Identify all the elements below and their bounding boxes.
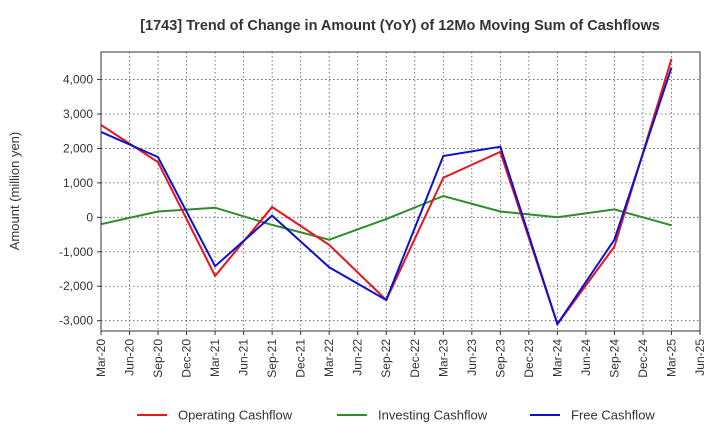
x-tick-label: Jun-24 xyxy=(579,339,593,376)
x-tick-label: Mar-21 xyxy=(208,339,222,377)
plot-border xyxy=(100,51,701,332)
x-tick-label: Jun-22 xyxy=(351,339,365,376)
x-tick-label: Mar-22 xyxy=(322,339,336,377)
x-tick-label: Mar-24 xyxy=(550,339,564,377)
x-tick-label: Dec-20 xyxy=(180,339,194,378)
y-tick-label: -3,000 xyxy=(59,314,93,328)
y-tick-label: 3,000 xyxy=(63,107,93,121)
plot-area xyxy=(100,51,701,332)
y-tick-label: -1,000 xyxy=(59,245,93,259)
x-tick-label: Mar-20 xyxy=(94,339,108,377)
chart-title: [1743] Trend of Change in Amount (YoY) o… xyxy=(140,18,660,34)
y-tick-label: 4,000 xyxy=(63,73,93,87)
x-tick-label: Dec-24 xyxy=(636,339,650,378)
y-tick-label: 2,000 xyxy=(63,141,93,155)
x-tick-label: Jun-25 xyxy=(693,339,707,376)
x-tick-label: Jun-23 xyxy=(465,339,479,376)
y-tick-label: 1,000 xyxy=(63,176,93,190)
x-tick-label: Jun-21 xyxy=(237,339,251,376)
x-tick-label: Jun-20 xyxy=(123,339,137,376)
x-tick-label: Sep-22 xyxy=(379,339,393,378)
x-tick-label: Dec-23 xyxy=(522,339,536,378)
legend-label-free-cashflow: Free Cashflow xyxy=(571,408,655,423)
x-tick-label: Mar-23 xyxy=(436,339,450,377)
x-tick-label: Sep-24 xyxy=(607,339,621,378)
legend: Operating Cashflow Investing Cashflow Free… xyxy=(137,408,655,423)
series-line-free-cashflow xyxy=(100,67,673,327)
x-tick-label: Dec-22 xyxy=(408,339,422,378)
legend-label-investing-cashflow: Investing Cashflow xyxy=(378,408,488,423)
y-axis-ticks: -3,000 -2,000 -1,000 0 1,000 2,000 3,000 4,000 xyxy=(59,73,101,328)
x-tick-label: Mar-25 xyxy=(664,339,678,377)
y-tick-label: -2,000 xyxy=(59,279,93,293)
y-axis-label: Amount (million yen) xyxy=(7,132,22,251)
x-axis-ticks: Mar-20 Jun-20 Sep-20 Dec-20 Mar-21 Jun-21 Sep-… xyxy=(94,331,707,378)
legend-label-operating-cashflow: Operating Cashflow xyxy=(178,408,293,423)
x-tick-label: Dec-21 xyxy=(294,339,308,378)
series xyxy=(100,58,673,327)
series-line-investing-cashflow xyxy=(100,194,672,241)
x-tick-label: Sep-23 xyxy=(493,339,507,378)
x-tick-label: Sep-20 xyxy=(151,339,165,378)
x-tick-label: Sep-21 xyxy=(265,339,279,378)
y-tick-label: 0 xyxy=(86,210,93,224)
